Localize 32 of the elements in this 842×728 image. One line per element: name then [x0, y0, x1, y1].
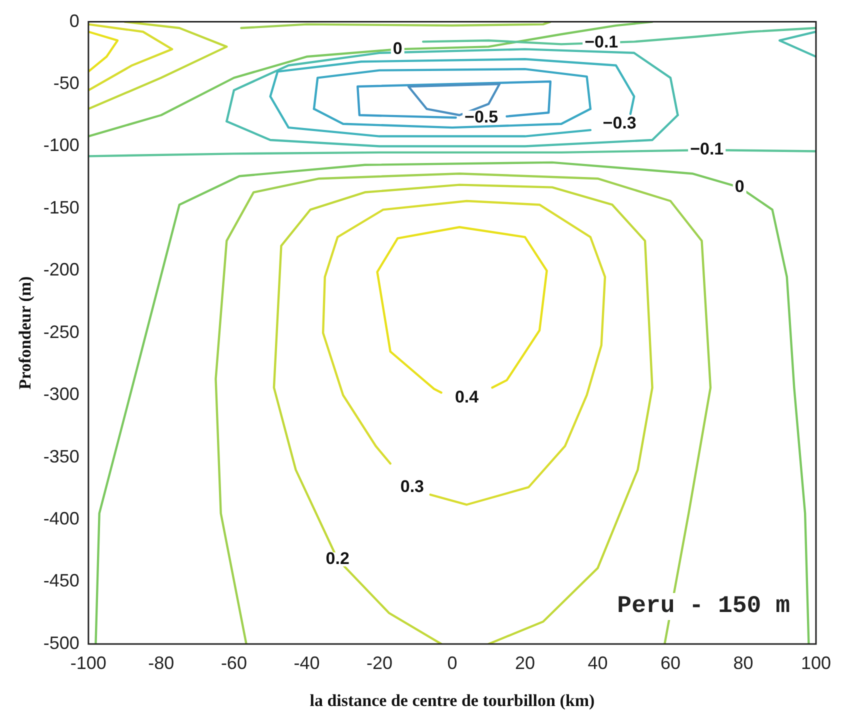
x-tick-label: -60 — [220, 652, 247, 673]
y-tick-label: 0 — [69, 10, 80, 31]
x-tick-label: -100 — [70, 652, 106, 673]
x-tick-label: -80 — [148, 652, 174, 673]
y-tick-label: -500 — [43, 632, 80, 653]
annotation: −0.5 — [464, 107, 498, 126]
x-tick-label: -40 — [294, 652, 320, 673]
x-tick-label: 20 — [514, 652, 535, 673]
annotation: 0.3 — [400, 476, 424, 496]
annotation: 0 — [734, 176, 744, 196]
y-tick-label: -300 — [43, 384, 80, 404]
y-tick-label: -100 — [43, 135, 80, 156]
y-tick-label: -350 — [43, 446, 80, 466]
annotation: 0.4 — [454, 387, 480, 406]
y-tick-label: -450 — [43, 570, 80, 591]
x-axis-title: la distance de centre de tourbillon (km) — [310, 691, 595, 710]
y-tick-label: -150 — [43, 197, 80, 218]
y-tick-label: -200 — [43, 260, 80, 280]
x-tick-label: 40 — [588, 652, 608, 673]
x-tick-label: -20 — [366, 652, 392, 673]
x-tick-label: 60 — [660, 652, 680, 673]
annotation: Peru - 150 m — [613, 593, 794, 620]
y-tick-label: -50 — [53, 72, 80, 93]
y-tick-label: -400 — [43, 508, 80, 529]
x-tick-label: 0 — [447, 652, 458, 673]
annotation: −0.1 — [584, 32, 618, 52]
x-tick-label: 100 — [800, 652, 832, 673]
y-tick-label: -250 — [43, 322, 80, 342]
annotation: −0.3 — [602, 114, 636, 133]
y-axis-title: Profondeur (m) — [16, 276, 35, 390]
annotation: 0 — [392, 38, 402, 58]
x-tick-label: 80 — [733, 652, 754, 673]
